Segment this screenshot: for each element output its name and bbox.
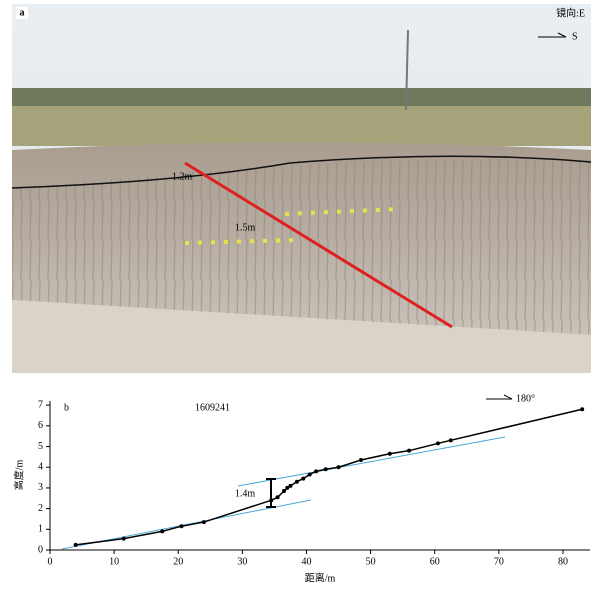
y-tick-label: 0	[38, 544, 43, 555]
point	[448, 438, 453, 443]
y-tick-label: 7	[38, 399, 43, 410]
point	[294, 479, 299, 484]
point	[179, 524, 184, 529]
panel-label: a	[20, 7, 25, 18]
point	[269, 498, 274, 503]
point	[580, 407, 585, 412]
point	[435, 441, 440, 446]
point	[407, 448, 412, 453]
point	[160, 529, 165, 534]
profile-line	[75, 408, 583, 546]
direction: 镜向:E	[556, 6, 585, 19]
y-tick-label: 5	[38, 441, 43, 452]
point	[323, 467, 328, 472]
x-axis-label: 距离/m	[305, 571, 336, 584]
grass	[12, 106, 591, 146]
tree-line	[12, 88, 591, 110]
label-box	[16, 7, 28, 19]
boundary-line	[11, 155, 592, 189]
arrow-head	[503, 394, 513, 400]
point	[275, 495, 280, 500]
point	[301, 476, 306, 481]
panel-label: b	[64, 402, 69, 413]
photo: a 镜向:E S 1.2m 1.5m	[11, 4, 592, 373]
point	[121, 536, 126, 541]
point	[73, 542, 78, 547]
annotation: 1.5m	[235, 222, 256, 233]
x-tick-label: 10	[109, 556, 119, 567]
point	[358, 457, 363, 462]
chart: 1.4m b 1609241 180° 距离/m 高度/m 0 10 20 30 40 5…	[12, 393, 590, 584]
y-tick-label: 1	[38, 524, 43, 535]
pole	[405, 29, 409, 111]
arrow-label: S	[572, 31, 578, 42]
point	[307, 472, 312, 477]
x-tick-label: 40	[301, 556, 311, 567]
ground	[12, 300, 591, 373]
x-tick-label: 80	[558, 556, 568, 567]
point	[336, 465, 341, 470]
point	[285, 485, 290, 490]
y-axis-label: 高度/m	[12, 460, 25, 491]
y-tick-label: 2	[38, 503, 43, 514]
cliff-texture	[12, 159, 591, 335]
y-tick-label: 4	[38, 462, 43, 473]
y-tick-label: 3	[38, 482, 43, 493]
point	[282, 489, 287, 494]
annotation: 1.2m	[172, 171, 193, 182]
point	[387, 451, 392, 456]
y-tick-label: 6	[38, 420, 43, 431]
fault-line	[184, 161, 453, 329]
annotation: 1.4m	[235, 488, 256, 499]
chart-title: 1609241	[195, 402, 230, 413]
direction-label: 180°	[516, 393, 535, 404]
x-tick-label: 50	[366, 556, 376, 567]
point	[201, 520, 206, 525]
x-tick-label: 70	[494, 556, 504, 567]
point	[314, 469, 319, 474]
x-tick-label: 20	[173, 556, 183, 567]
arrow-head	[557, 32, 567, 38]
x-tick-label: 60	[430, 556, 440, 567]
point	[288, 483, 293, 488]
x-tick-label: 30	[237, 556, 247, 567]
fit-line	[237, 436, 506, 487]
x-tick-label: 0	[48, 556, 53, 567]
